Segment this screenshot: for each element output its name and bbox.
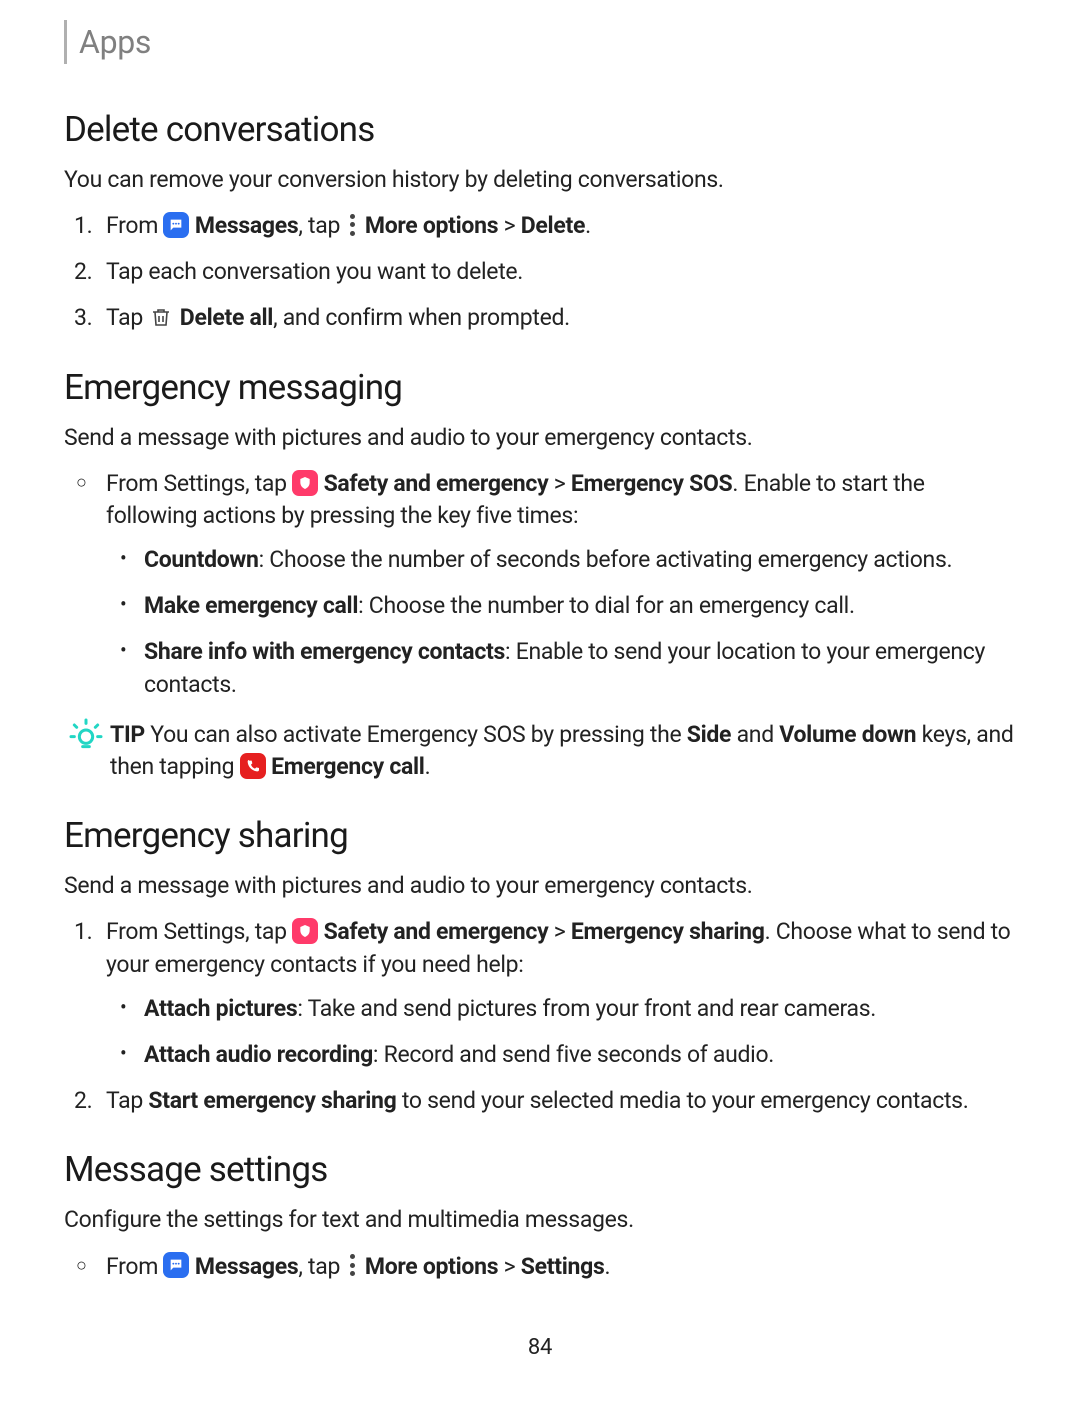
em-share-step-1: From Settings, tap Safety and emergency … (106, 916, 1016, 1071)
em-msg-intro: Send a message with pictures and audio t… (64, 422, 1016, 454)
more-options-icon (345, 1254, 359, 1276)
delete-all-label: Delete all (180, 304, 273, 331)
safety-icon (292, 470, 318, 496)
text: > (548, 470, 571, 497)
label: Attach pictures (144, 995, 297, 1022)
bullet-share-info: Share info with emergency contacts: Enab… (144, 636, 1016, 700)
tip-lightbulb-icon (66, 715, 106, 755)
messages-icon (163, 1252, 189, 1278)
text: From (106, 1253, 163, 1280)
text: > (498, 1253, 521, 1280)
tip-box: TIP You can also activate Emergency SOS … (64, 719, 1016, 783)
header-title: Apps (79, 20, 151, 65)
text: Tap (106, 1087, 148, 1114)
text: . (425, 753, 431, 780)
safety-icon (292, 918, 318, 944)
bullet-attach-audio: Attach audio recording: Record and send … (144, 1039, 1016, 1071)
text: : Record and send five seconds of audio. (373, 1041, 774, 1068)
text: , tap (298, 212, 345, 239)
start-sharing-label: Start emergency sharing (148, 1087, 396, 1114)
page-number: 84 (64, 1333, 1016, 1364)
msg-settings-intro: Configure the settings for text and mult… (64, 1204, 1016, 1236)
text: You can also activate Emergency SOS by p… (145, 721, 687, 748)
delete-intro: You can remove your conversion history b… (64, 164, 1016, 196)
delete-step-1: From Messages, tap More options > Delete… (106, 210, 1016, 242)
msg-settings-step: From Messages, tap More options > Settin… (64, 1251, 1016, 1283)
text: > (548, 918, 571, 945)
label: Attach audio recording (144, 1041, 373, 1068)
messages-icon (163, 212, 189, 238)
em-share-intro: Send a message with pictures and audio t… (64, 870, 1016, 902)
label: Countdown (144, 546, 259, 573)
safety-label: Safety and emergency (324, 918, 549, 945)
text: , and confirm when prompted. (273, 304, 570, 331)
tip-text: TIP You can also activate Emergency SOS … (110, 719, 1016, 783)
text: : Choose the number of seconds before ac… (259, 546, 953, 573)
side-key-label: Side (687, 721, 731, 748)
text: . (604, 1253, 610, 1280)
more-options-label: More options (365, 1253, 498, 1280)
bullet-make-call: Make emergency call: Choose the number t… (144, 590, 1016, 622)
page-header: Apps (64, 20, 1016, 65)
text: : Take and send pictures from your front… (297, 995, 876, 1022)
text: From (106, 212, 163, 239)
emergency-sharing-label: Emergency sharing (571, 918, 765, 945)
sos-label: Emergency SOS (571, 470, 733, 497)
text: , tap (298, 1253, 345, 1280)
text: From Settings, tap (106, 918, 292, 945)
emergency-call-icon (240, 753, 266, 779)
messages-label: Messages (195, 1253, 298, 1280)
em-msg-bullets: Countdown: Choose the number of seconds … (106, 544, 1016, 701)
delete-step-3: Tap Delete all, and confirm when prompte… (106, 302, 1016, 334)
more-options-label: More options (365, 212, 498, 239)
volume-down-label: Volume down (779, 721, 916, 748)
bullet-countdown: Countdown: Choose the number of seconds … (144, 544, 1016, 576)
emergency-call-label: Emergency call (271, 753, 425, 780)
messages-label: Messages (195, 212, 298, 239)
tip-label: TIP (110, 721, 145, 748)
text: . (585, 212, 591, 239)
text: Tap (106, 304, 148, 331)
em-share-steps: From Settings, tap Safety and emergency … (64, 916, 1016, 1117)
text: From Settings, tap (106, 470, 292, 497)
em-share-step-2: Tap Start emergency sharing to send your… (106, 1085, 1016, 1117)
trash-icon (148, 303, 174, 331)
text: to send your selected media to your emer… (396, 1087, 968, 1114)
em-msg-step: From Settings, tap Safety and emergency … (64, 468, 1016, 701)
label: Share info with emergency contacts (144, 638, 505, 665)
label: Make emergency call (144, 592, 358, 619)
text: > (498, 212, 521, 239)
header-accent-bar (64, 20, 67, 64)
text: : Choose the number to dial for an emerg… (358, 592, 855, 619)
more-options-icon (345, 214, 359, 236)
em-share-bullets: Attach pictures: Take and send pictures … (106, 993, 1016, 1071)
delete-steps: From Messages, tap More options > Delete… (64, 210, 1016, 335)
safety-label: Safety and emergency (324, 470, 549, 497)
delete-label: Delete (521, 212, 585, 239)
text: and (731, 721, 779, 748)
delete-step-2: Tap each conversation you want to delete… (106, 256, 1016, 288)
section-title-message-settings: Message settings (64, 1145, 1016, 1194)
settings-label: Settings (521, 1253, 605, 1280)
page-content: Apps Delete conversations You can remove… (0, 0, 1080, 1404)
section-title-emergency-messaging: Emergency messaging (64, 363, 1016, 412)
section-title-delete: Delete conversations (64, 105, 1016, 154)
bullet-attach-pictures: Attach pictures: Take and send pictures … (144, 993, 1016, 1025)
section-title-emergency-sharing: Emergency sharing (64, 811, 1016, 860)
